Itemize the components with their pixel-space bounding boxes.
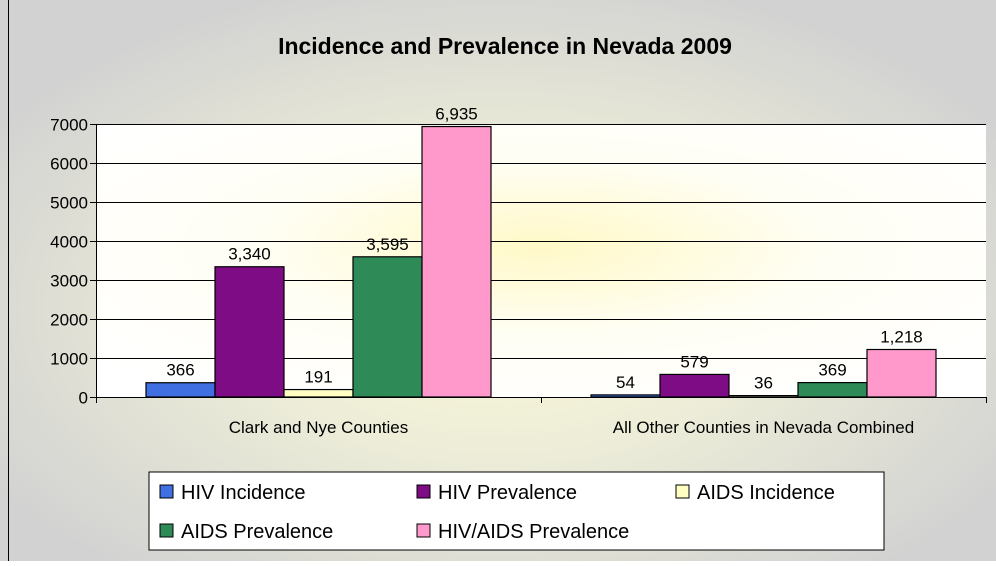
data-label: 36 bbox=[754, 374, 773, 393]
bar bbox=[145, 382, 216, 398]
legend-label: AIDS Incidence bbox=[697, 482, 835, 504]
data-label: 369 bbox=[818, 361, 846, 380]
y-tick-label: 4000 bbox=[50, 233, 88, 252]
legend-box bbox=[148, 471, 885, 551]
x-tick-label: All Other Counties in Nevada Combined bbox=[613, 418, 914, 437]
y-tick-label: 7000 bbox=[50, 116, 88, 135]
bar bbox=[214, 266, 285, 398]
data-label: 191 bbox=[304, 368, 332, 387]
x-tick-label: Clark and Nye Counties bbox=[229, 418, 409, 437]
grid-layer bbox=[96, 124, 986, 359]
y-tick-label: 2000 bbox=[50, 311, 88, 330]
y-tick-label: 0 bbox=[79, 389, 88, 408]
legend-swatch bbox=[675, 484, 690, 499]
data-label: 1,218 bbox=[880, 327, 923, 346]
data-label: 3,595 bbox=[366, 235, 409, 254]
bar bbox=[659, 373, 730, 398]
y-tick-label: 1000 bbox=[50, 350, 88, 369]
axis-layer: 0 1000 2000 3000 4000 5000 6000 7000 Clark and N… bbox=[50, 116, 987, 437]
legend-swatch bbox=[416, 484, 431, 499]
legend-swatch bbox=[159, 523, 174, 538]
legend: HIV Incidence HIV Prevalence AIDS Incidenc… bbox=[148, 471, 885, 551]
y-tick-label: 3000 bbox=[50, 272, 88, 291]
data-label: 6,935 bbox=[435, 105, 478, 124]
y-tick-label: 5000 bbox=[50, 194, 88, 213]
bar bbox=[866, 348, 937, 398]
data-label: 54 bbox=[616, 373, 635, 392]
bar bbox=[728, 394, 799, 398]
legend-label: AIDS Prevalence bbox=[181, 521, 333, 543]
legend-label: HIV Incidence bbox=[181, 482, 306, 504]
legend-label: HIV/AIDS Prevalence bbox=[438, 521, 629, 543]
bar bbox=[352, 256, 423, 398]
legend-swatch bbox=[416, 523, 431, 538]
data-label: 3,340 bbox=[228, 245, 271, 264]
y-tick-label: 6000 bbox=[50, 155, 88, 174]
bar bbox=[283, 388, 354, 398]
legend-swatch bbox=[159, 484, 174, 499]
data-label: 579 bbox=[680, 352, 708, 371]
data-label: 366 bbox=[166, 361, 194, 380]
bar bbox=[590, 394, 661, 398]
bar bbox=[421, 125, 492, 398]
legend-label: HIV Prevalence bbox=[438, 482, 577, 504]
chart-title: Incidence and Prevalence in Nevada 2009 bbox=[278, 33, 732, 59]
label-layer: 366 3,340 191 3,595 6,935 54 579 36 369 1,218 bbox=[166, 105, 922, 393]
bar bbox=[797, 382, 868, 398]
